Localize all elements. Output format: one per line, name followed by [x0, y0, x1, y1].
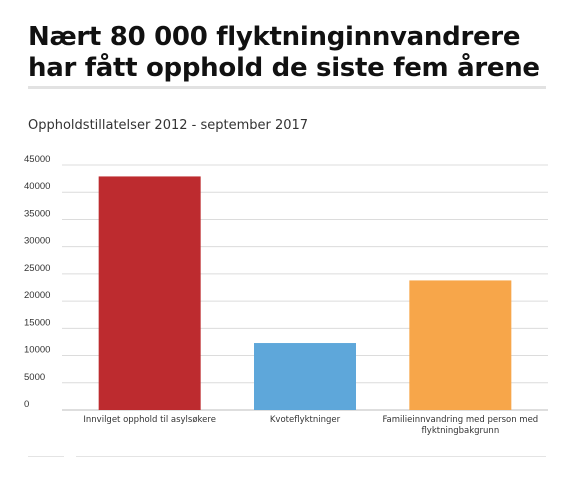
y-tick-label-30000: 30000: [24, 236, 50, 247]
y-axis-tick-labels: 0 5000 10000 15000 20000 25000 30000 35000 40000…: [24, 154, 50, 410]
y-tick-label-5000: 5000: [24, 372, 45, 383]
bar-1: [98, 176, 201, 410]
bar-2: [254, 343, 356, 410]
footer-divider-left: [28, 456, 64, 457]
y-tick-label-20000: 20000: [24, 290, 50, 301]
category-label-2: Kvoteflyktninger: [270, 415, 341, 425]
chart-title: Oppholdstillatelser 2012 - september 201…: [28, 118, 309, 133]
page-title: Nært 80 000 flyktninginnvandrere har fåt…: [28, 22, 540, 83]
y-tick-label-25000: 25000: [24, 263, 50, 274]
y-tick-label-0: 0: [24, 399, 29, 410]
y-tick-label-45000: 45000: [24, 154, 50, 165]
y-tick-label-10000: 10000: [24, 345, 50, 356]
x-axis-category-labels: Innvilget opphold til asylsøkere Kvotefly…: [83, 415, 538, 436]
y-tick-label-35000: 35000: [24, 208, 50, 219]
title-divider: [28, 86, 546, 89]
y-tick-label-15000: 15000: [24, 317, 50, 328]
bar-3: [409, 280, 512, 410]
category-label-1: Innvilget opphold til asylsøkere: [83, 415, 216, 425]
category-label-3: Familieinnvandring med person med flyktni…: [382, 415, 538, 436]
bars: [98, 176, 512, 410]
y-tick-label-40000: 40000: [24, 181, 50, 192]
footer-divider-right: [76, 456, 546, 457]
